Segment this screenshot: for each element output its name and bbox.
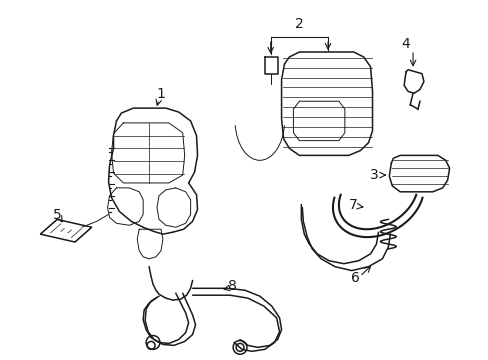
Text: 6: 6 bbox=[350, 271, 360, 285]
Text: 7: 7 bbox=[348, 198, 357, 212]
Text: 5: 5 bbox=[53, 208, 61, 222]
Text: 1: 1 bbox=[156, 87, 165, 102]
Text: 4: 4 bbox=[401, 37, 410, 51]
Text: 3: 3 bbox=[369, 168, 378, 182]
Text: 2: 2 bbox=[294, 17, 303, 31]
Text: 8: 8 bbox=[227, 279, 236, 293]
